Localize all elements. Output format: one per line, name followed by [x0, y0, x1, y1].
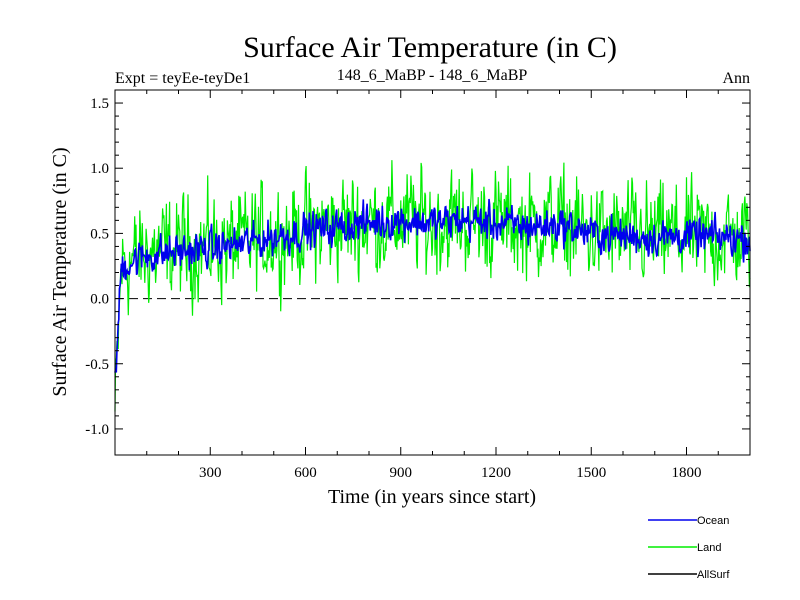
legend-label-land: Land — [697, 542, 721, 554]
experiment-label: Expt = teyEe-teyDe1 — [115, 70, 250, 87]
y-tick-label: 0.0 — [90, 292, 109, 308]
x-tick-label: 600 — [294, 465, 317, 481]
x-tick-label: 1200 — [481, 465, 511, 481]
y-tick-label: 1.5 — [90, 96, 109, 112]
legend: Ocean Land AllSurf — [648, 515, 730, 581]
x-tick-label: 900 — [390, 465, 413, 481]
legend-label-allsurf: AllSurf — [697, 569, 730, 581]
x-tick-label: 1500 — [576, 465, 606, 481]
axis-ticks: 300 600 900 1200 1500 1800 -1.0 -0.5 0.0 0.5 1.0 1.… — [85, 90, 750, 481]
series-line-ocean — [114, 198, 751, 373]
x-tick-label: 1800 — [672, 465, 702, 481]
y-axis-label: Surface Air Temperature (in C) — [49, 147, 71, 396]
chart-title: Surface Air Temperature (in C) — [243, 31, 617, 64]
x-axis-label: Time (in years since start) — [328, 486, 536, 508]
series-line-land — [114, 160, 751, 412]
y-tick-label: -1.0 — [85, 422, 109, 438]
y-tick-label: 1.0 — [90, 161, 109, 177]
x-tick-label: 300 — [199, 465, 222, 481]
y-tick-label: -0.5 — [85, 357, 109, 373]
legend-label-ocean: Ocean — [697, 515, 729, 527]
plot-frame — [114, 89, 751, 456]
period-label: 148_6_MaBP - 148_6_MaBP — [337, 67, 528, 84]
season-label: Ann — [722, 70, 750, 87]
y-tick-label: 0.5 — [90, 226, 109, 242]
plot-area — [114, 160, 751, 412]
